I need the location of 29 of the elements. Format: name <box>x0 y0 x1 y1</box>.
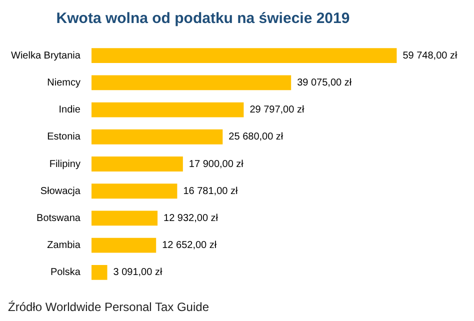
y-tick-label: Botswana <box>36 212 81 224</box>
data-label: 16 781,00 zł <box>183 186 238 197</box>
y-tick-label: Estonia <box>47 132 81 143</box>
data-label: 39 075,00 zł <box>297 77 352 88</box>
bar <box>91 184 178 199</box>
bar <box>91 156 183 172</box>
data-label: 12 932,00 zł <box>164 212 219 224</box>
y-tick-label: Filipiny <box>49 158 80 170</box>
bar <box>91 264 108 280</box>
data-label: 25 680,00 zł <box>228 132 284 143</box>
bar <box>91 129 223 144</box>
bar <box>91 102 244 118</box>
bar <box>91 75 292 90</box>
text: Źródło Worldwide Personal Tax Guide <box>8 300 209 314</box>
data-label: 3 091,00 zł <box>113 267 163 278</box>
bar <box>91 48 397 64</box>
y-tick-label: Niemcy <box>47 77 80 88</box>
data-label: 29 797,00 zł <box>250 104 305 116</box>
y-tick-label: Zambia <box>47 240 81 252</box>
data-label: 59 748,00 zł <box>402 50 458 62</box>
data-label: 17 900,00 zł <box>188 158 244 170</box>
y-tick-label: Polska <box>50 267 81 278</box>
bar <box>91 210 158 226</box>
y-tick-label: Słowacja <box>40 186 81 197</box>
chart-title: Kwota wolna od podatku na świecie 2019 <box>56 10 350 28</box>
data-label: 12 652,00 zł <box>162 240 218 252</box>
y-tick-label: Wielka Brytania <box>11 50 81 62</box>
bar <box>91 238 156 253</box>
y-tick-label: Indie <box>58 104 81 116</box>
